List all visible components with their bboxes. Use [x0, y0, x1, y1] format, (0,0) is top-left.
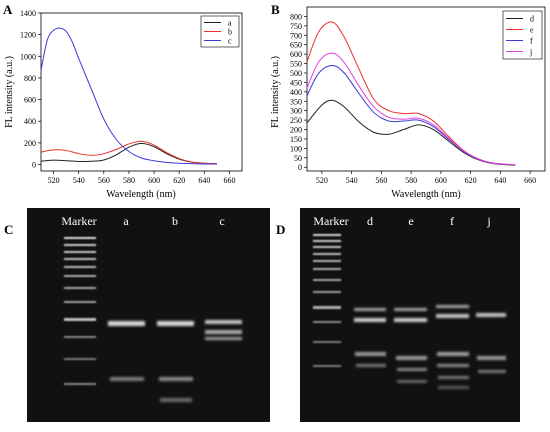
chart-b-xtick-label: 600 [435, 176, 447, 185]
chart-b: 520 540 560 580 600 620 640 6600501001502002503… [270, 6, 546, 200]
gel-d-lane-d [354, 308, 386, 367]
panel-label-b: B [271, 2, 280, 17]
panel-label-d: D [276, 222, 285, 237]
chart-a-series-c-line [40, 27, 217, 165]
chart-a-xtick-label: 520 [48, 176, 60, 185]
chart-a-ytick-label: 1000 [20, 52, 36, 61]
chart-b-xtick-label: 580 [405, 176, 417, 185]
gel-c-lane-c [205, 320, 242, 340]
gel-c-lane-a [108, 321, 145, 381]
chart-b-series-d-line [306, 99, 516, 166]
gel-d-lane-j [476, 313, 506, 373]
chart-b-ytick-label: 200 [290, 126, 302, 135]
chart-b-xtick-label: 520 [316, 176, 328, 185]
chart-a-xtick-label: 580 [123, 176, 135, 185]
chart-a-series-b-line [40, 140, 217, 165]
chart-a-legend: abc [200, 15, 240, 48]
gel-d-lane-label-marker: Marker [313, 214, 348, 228]
chart-b-xtick-label: 640 [494, 176, 506, 185]
chart-b-series-j-line [306, 52, 516, 166]
gel-c-lane-label-marker: Marker [61, 214, 96, 228]
chart-a-ylabel: FL intensity (a.u.) [4, 56, 15, 128]
gel-d-lane-f [436, 305, 469, 389]
chart-b-ytick-label: 650 [290, 41, 302, 50]
chart-a-ytick-label: 600 [24, 96, 36, 105]
chart-a-xtick-label: 600 [148, 176, 160, 185]
chart-a-series-a-line [40, 142, 217, 165]
chart-a: 520 540 560 580 600 620 640 660 0 200 400 600 800 100… [4, 9, 243, 200]
chart-b-ytick-label: 350 [290, 97, 302, 106]
chart-b-legend-label-j: j [529, 48, 532, 57]
chart-b-ytick-label: 400 [290, 88, 302, 97]
chart-b-ytick-label: 50 [294, 154, 302, 163]
chart-a-frame [40, 12, 243, 172]
gel-c-haze [27, 208, 270, 422]
chart-b-ytick-label: 250 [290, 116, 302, 125]
chart-b-xtick-label: 660 [524, 176, 536, 185]
chart-b-ytick-label: 100 [290, 144, 302, 153]
gel-d-lane-label-d: d [367, 214, 373, 228]
chart-a-ytick-label: 1200 [20, 31, 36, 40]
chart-b-ytick-label: 800 [290, 12, 302, 21]
chart-b-ytick-label: 500 [290, 69, 302, 78]
chart-a-xlabel: Wavelength (nm) [106, 189, 175, 200]
chart-b-ytick-label: 700 [290, 31, 302, 40]
chart-b-ticks: 520 540 560 580 600 620 640 6600501001502002503… [290, 12, 536, 185]
gel-c-background [27, 208, 270, 422]
chart-b-legend-label-e: e [530, 26, 534, 35]
chart-b-xlabel: Wavelength (nm) [391, 189, 460, 200]
gel-d: Marker d e f j [300, 208, 520, 422]
chart-a-ticks: 520 540 560 580 600 620 640 660 0 200 400 600 800 100… [20, 9, 235, 185]
chart-a-ytick-label: 200 [24, 139, 36, 148]
chart-a-ytick-label: 400 [24, 117, 36, 126]
chart-b-ytick-label: 550 [290, 60, 302, 69]
gel-c: Marker a b c [27, 208, 270, 422]
chart-b-frame [306, 6, 546, 172]
chart-b-xtick-label: 620 [465, 176, 477, 185]
chart-b-xtick-label: 560 [375, 176, 387, 185]
chart-a-xtick-label: 540 [73, 176, 85, 185]
gel-c-marker-lane [64, 237, 96, 385]
chart-a-series [40, 27, 217, 165]
chart-b-xtick-label: 540 [346, 176, 358, 185]
chart-b-series-f-line [306, 64, 516, 166]
gel-d-lane-label-j: j [486, 214, 490, 228]
chart-b-legend-label-d: d [530, 15, 534, 24]
chart-b-ytick-label: 150 [290, 135, 302, 144]
chart-a-legend-label-b: b [228, 28, 232, 37]
chart-b-ytick-label: 300 [290, 107, 302, 116]
gel-c-lane-label-a: a [123, 214, 129, 228]
chart-a-xtick-label: 640 [198, 176, 210, 185]
panel-label-c: C [4, 222, 13, 237]
gel-c-lane-label-b: b [172, 214, 178, 228]
chart-b-ytick-label: 600 [290, 50, 302, 59]
gel-d-marker-lane [313, 234, 341, 367]
chart-b-legend-label-f: f [530, 37, 533, 46]
chart-a-xtick-label: 660 [223, 176, 235, 185]
chart-a-ytick-label: 800 [24, 74, 36, 83]
chart-b-series [306, 21, 516, 166]
chart-a-ytick-label: 0 [32, 161, 36, 170]
panel-label-a: A [3, 2, 13, 17]
chart-b-ytick-label: 450 [290, 78, 302, 87]
chart-b-series-e-line [306, 21, 516, 166]
chart-b-ytick-label: 0 [298, 163, 302, 172]
gel-d-lane-label-e: e [408, 214, 413, 228]
chart-b-ytick-label: 750 [290, 22, 302, 31]
chart-b-ylabel: FL intensity (a.u.) [270, 56, 281, 128]
chart-a-legend-label-c: c [228, 37, 232, 46]
chart-a-legend-label-a: a [228, 19, 232, 28]
chart-a-xtick-label: 560 [98, 176, 110, 185]
gel-d-lane-e [394, 308, 427, 383]
gel-c-lane-label-c: c [219, 214, 224, 228]
gel-d-lane-label-f: f [450, 214, 454, 228]
gel-c-lane-b [157, 321, 194, 402]
chart-a-ytick-label: 1400 [20, 9, 36, 18]
chart-a-xtick-label: 620 [173, 176, 185, 185]
